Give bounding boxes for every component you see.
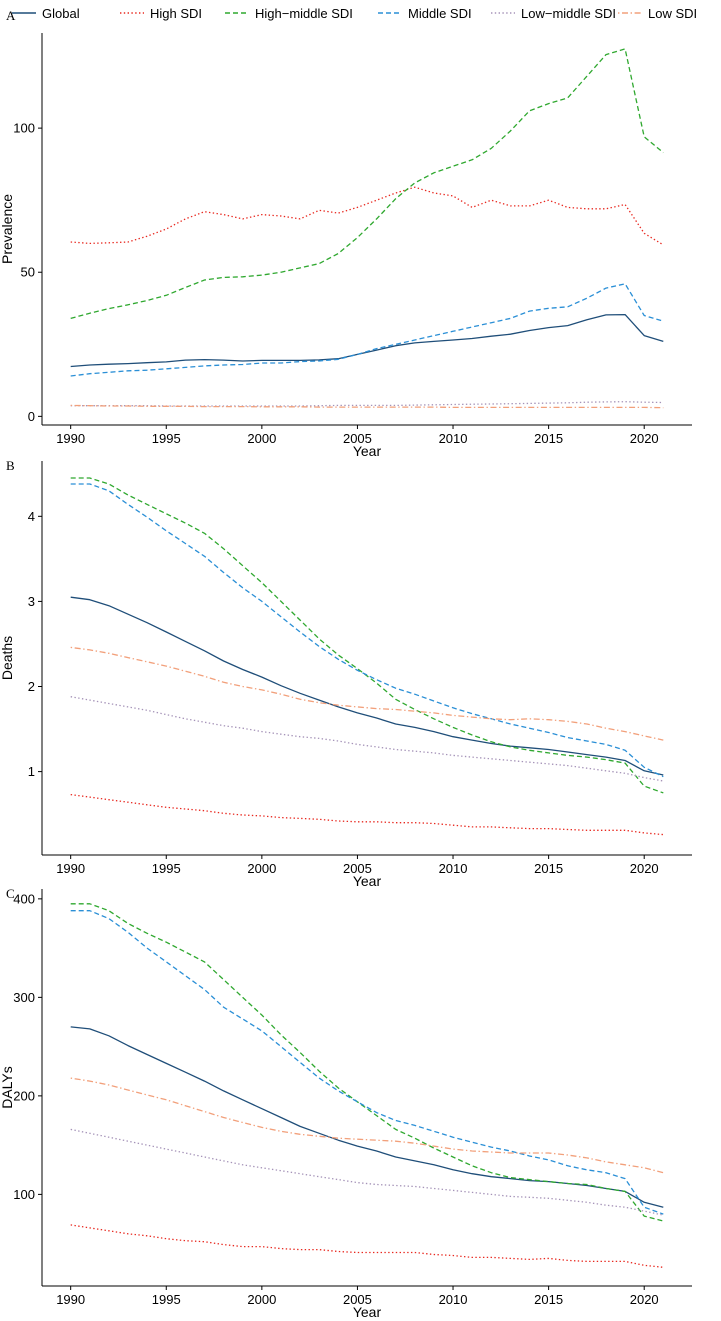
x-tick-label: 2020 — [630, 431, 659, 446]
series-line-global — [70, 313, 664, 368]
series-line-low-sdi — [70, 1077, 664, 1174]
x-tick-label: 1995 — [152, 431, 181, 446]
y-tick-label: 300 — [13, 990, 35, 1005]
y-tick-label: 1 — [28, 764, 35, 779]
y-tick-label: 3 — [28, 594, 35, 609]
legend-item-high-sdi: High SDI — [120, 6, 202, 21]
x-tick-label: 2005 — [343, 431, 372, 446]
x-tick-label: 2005 — [343, 1292, 372, 1307]
y-tick-label: 50 — [21, 265, 35, 280]
chart-panels: A 0 50 100 1990 1995 2000 2005 2010 2015 2020 Year P… — [0, 8, 692, 1320]
y-axis-title: DALYs — [0, 1066, 15, 1109]
panel-a: A 0 50 100 1990 1995 2000 2005 2010 2015 2020 Year P… — [0, 8, 692, 459]
x-tick-label: 2015 — [534, 431, 563, 446]
x-tick-label: 2010 — [439, 431, 468, 446]
x-tick-label: 1995 — [152, 1292, 181, 1307]
series-line-high-sdi — [70, 186, 664, 246]
legend-label-low-sdi: Low SDI — [648, 6, 697, 21]
y-tick-label: 2 — [28, 679, 35, 694]
x-tick-label: 2015 — [534, 1292, 563, 1307]
panel-label: A — [6, 8, 16, 23]
y-tick-label: 100 — [13, 121, 35, 136]
y-axis-title: Deaths — [0, 636, 15, 680]
x-tick-label: 2000 — [247, 861, 276, 876]
legend-item-middle-sdi: Middle SDI — [378, 6, 472, 21]
x-tick-label: 2010 — [439, 861, 468, 876]
series-line-low-middle-sdi — [70, 1128, 664, 1216]
series-line-high-sdi — [70, 1224, 664, 1268]
legend-item-low-middle-sdi: Low−middle SDI — [491, 6, 616, 21]
series-line-low-sdi — [70, 646, 664, 741]
y-tick-label: 0 — [28, 409, 35, 424]
y-axis-title: Prevalence — [0, 194, 15, 264]
x-tick-label: 1995 — [152, 861, 181, 876]
x-axis-title: Year — [353, 1304, 382, 1320]
series-line-middle-sdi — [70, 910, 664, 1215]
series-line-high-middle-sdi — [70, 48, 664, 320]
panel-c: C 100 200 300 400 1990 1995 2000 2005 2010 2015 202… — [0, 886, 692, 1320]
legend-item-high-middle-sdi: High−middle SDI — [225, 6, 353, 21]
series-line-low-sdi — [70, 404, 664, 409]
series-line-middle-sdi — [70, 483, 664, 778]
legend-label-middle-sdi: Middle SDI — [408, 6, 472, 21]
panel-label: B — [6, 458, 15, 473]
series-line-middle-sdi — [70, 283, 664, 377]
x-tick-label: 2015 — [534, 861, 563, 876]
legend: Global High SDI High−middle SDI Middle SDI L… — [12, 6, 697, 21]
legend-label-high-sdi: High SDI — [150, 6, 202, 21]
legend-item-global: Global — [12, 6, 80, 21]
legend-label-low-middle-sdi: Low−middle SDI — [521, 6, 616, 21]
series-line-high-sdi — [70, 793, 664, 836]
legend-item-low-sdi: Low SDI — [618, 6, 697, 21]
x-tick-label: 1990 — [56, 431, 85, 446]
y-tick-label: 400 — [13, 891, 35, 906]
series-line-global — [70, 596, 664, 776]
series-line-high-middle-sdi — [70, 477, 664, 794]
x-tick-label: 1990 — [56, 861, 85, 876]
x-tick-label: 2005 — [343, 861, 372, 876]
series-line-high-middle-sdi — [70, 903, 664, 1222]
x-tick-label: 2020 — [630, 1292, 659, 1307]
x-tick-label: 2000 — [247, 431, 276, 446]
x-tick-label: 2020 — [630, 861, 659, 876]
series-line-low-middle-sdi — [70, 401, 664, 407]
y-tick-label: 4 — [28, 509, 35, 524]
y-tick-label: 100 — [13, 1187, 35, 1202]
y-tick-label: 200 — [13, 1088, 35, 1103]
x-tick-label: 1990 — [56, 1292, 85, 1307]
x-axis-title: Year — [353, 873, 382, 889]
x-tick-label: 2010 — [439, 1292, 468, 1307]
series-line-global — [70, 1026, 664, 1208]
x-axis-title: Year — [353, 443, 382, 459]
series-line-low-middle-sdi — [70, 696, 664, 782]
panel-label: C — [6, 886, 15, 901]
legend-label-global: Global — [42, 6, 80, 21]
panel-b: B 1 2 3 4 1990 1995 2000 2005 2010 2015 2020 Year Dea… — [0, 458, 692, 889]
legend-label-high-middle-sdi: High−middle SDI — [255, 6, 353, 21]
x-tick-label: 2000 — [247, 1292, 276, 1307]
